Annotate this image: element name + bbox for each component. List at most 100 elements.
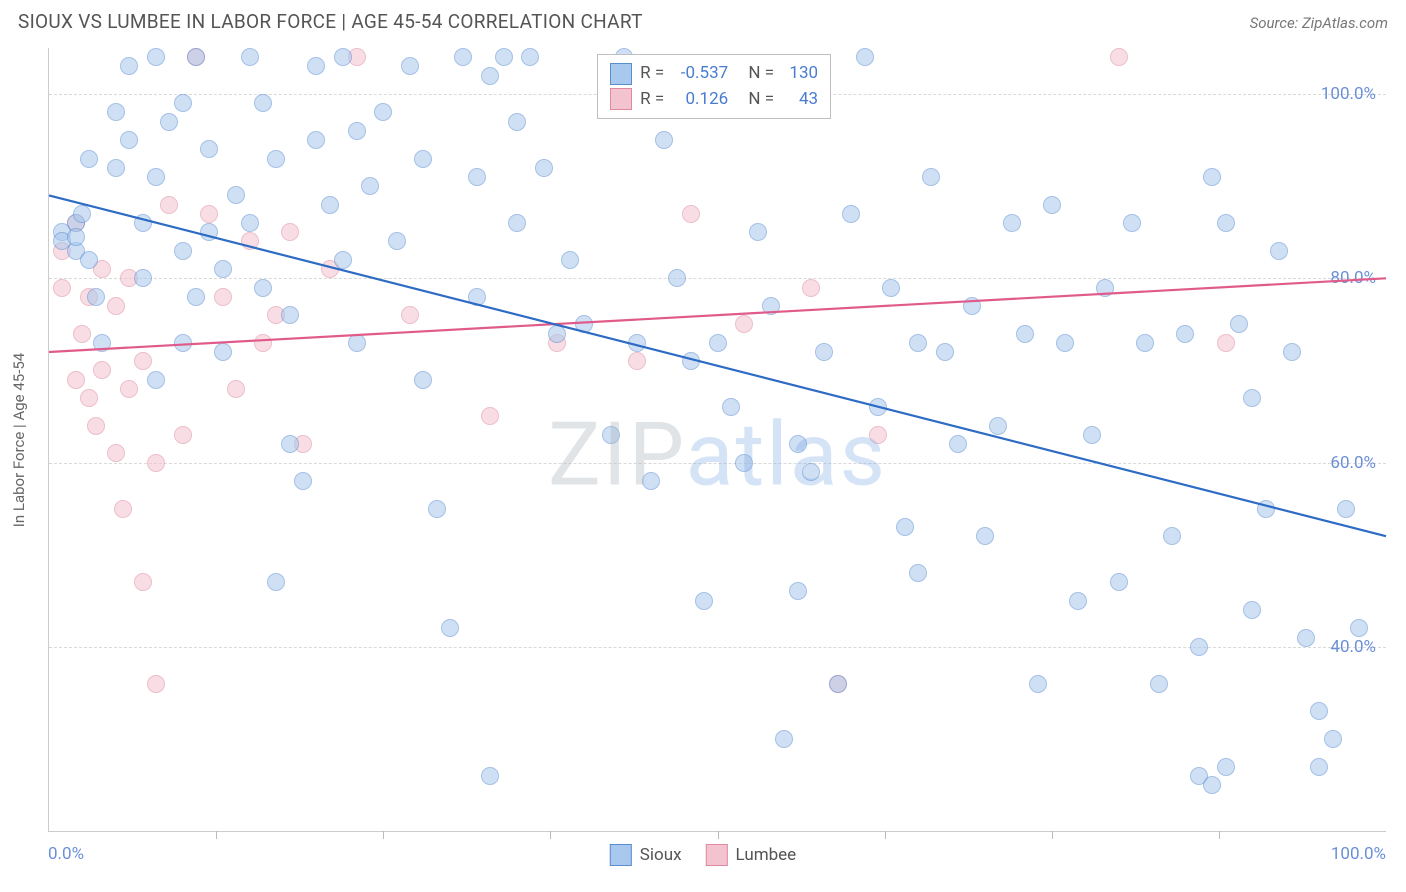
- data-point-sioux: [1043, 196, 1061, 214]
- n-value-lumbee: 43: [782, 87, 818, 113]
- data-point-sioux: [842, 205, 860, 223]
- data-point-sioux: [1056, 334, 1074, 352]
- data-point-lumbee: [628, 352, 646, 370]
- data-point-sioux: [815, 343, 833, 361]
- data-point-sioux: [1150, 675, 1168, 693]
- data-point-sioux: [695, 592, 713, 610]
- data-point-lumbee: [735, 315, 753, 333]
- x-axis-tick: [1219, 831, 1220, 839]
- data-point-sioux: [909, 334, 927, 352]
- data-point-lumbee: [214, 288, 232, 306]
- data-point-sioux: [1283, 343, 1301, 361]
- data-point-sioux: [334, 48, 352, 66]
- data-point-lumbee: [93, 361, 111, 379]
- data-point-sioux: [989, 417, 1007, 435]
- data-point-sioux: [628, 334, 646, 352]
- data-point-sioux: [1270, 242, 1288, 260]
- data-point-lumbee: [73, 325, 91, 343]
- data-point-lumbee: [869, 426, 887, 444]
- data-point-sioux: [976, 527, 994, 545]
- y-axis-tick-label: 100.0%: [1321, 84, 1376, 104]
- data-point-lumbee: [114, 500, 132, 518]
- data-point-sioux: [1324, 730, 1342, 748]
- gridline: [49, 463, 1386, 464]
- data-point-sioux: [93, 334, 111, 352]
- data-point-sioux: [1110, 573, 1128, 591]
- data-point-sioux: [147, 48, 165, 66]
- data-point-sioux: [1230, 315, 1248, 333]
- data-point-sioux: [281, 435, 299, 453]
- x-axis-tick: [216, 831, 217, 839]
- data-point-lumbee: [80, 389, 98, 407]
- legend-item-sioux: Sioux: [610, 844, 682, 866]
- data-point-sioux: [307, 131, 325, 149]
- data-point-sioux: [1217, 214, 1235, 232]
- data-point-lumbee: [67, 371, 85, 389]
- data-point-lumbee: [682, 205, 700, 223]
- gridline: [49, 278, 1386, 279]
- stats-row-lumbee: R = 0.126 N = 43: [610, 87, 818, 113]
- data-point-lumbee: [120, 380, 138, 398]
- data-point-sioux: [829, 675, 847, 693]
- data-point-sioux: [73, 205, 91, 223]
- data-point-sioux: [963, 297, 981, 315]
- data-point-sioux: [174, 94, 192, 112]
- data-point-sioux: [1350, 619, 1368, 637]
- data-point-lumbee: [107, 444, 125, 462]
- legend-item-lumbee: Lumbee: [706, 844, 797, 866]
- data-point-sioux: [762, 297, 780, 315]
- data-point-sioux: [307, 57, 325, 75]
- data-point-sioux: [1310, 702, 1328, 720]
- data-point-sioux: [428, 500, 446, 518]
- data-point-sioux: [922, 168, 940, 186]
- data-point-sioux: [1337, 500, 1355, 518]
- data-point-sioux: [147, 371, 165, 389]
- data-point-sioux: [414, 371, 432, 389]
- data-point-sioux: [481, 767, 499, 785]
- data-point-lumbee: [481, 407, 499, 425]
- data-point-sioux: [80, 251, 98, 269]
- data-point-sioux: [214, 343, 232, 361]
- data-point-sioux: [722, 398, 740, 416]
- data-point-sioux: [642, 472, 660, 490]
- y-axis-label: In Labor Force | Age 45-54: [10, 352, 28, 526]
- data-point-lumbee: [281, 223, 299, 241]
- data-point-lumbee: [802, 279, 820, 297]
- data-point-sioux: [214, 260, 232, 278]
- data-point-sioux: [174, 334, 192, 352]
- data-point-sioux: [936, 343, 954, 361]
- data-point-sioux: [147, 168, 165, 186]
- data-point-sioux: [1217, 758, 1235, 776]
- data-point-sioux: [1136, 334, 1154, 352]
- data-point-sioux: [134, 269, 152, 287]
- data-point-lumbee: [241, 232, 259, 250]
- data-point-sioux: [508, 113, 526, 131]
- data-point-sioux: [107, 159, 125, 177]
- data-point-sioux: [374, 103, 392, 121]
- data-point-sioux: [187, 48, 205, 66]
- data-point-sioux: [561, 251, 579, 269]
- data-point-lumbee: [160, 196, 178, 214]
- data-point-sioux: [789, 435, 807, 453]
- x-axis-tick: [885, 831, 886, 839]
- data-point-sioux: [441, 619, 459, 637]
- data-point-sioux: [1003, 214, 1021, 232]
- data-point-sioux: [87, 288, 105, 306]
- data-point-sioux: [735, 454, 753, 472]
- data-point-sioux: [1297, 629, 1315, 647]
- source-attribution: Source: ZipAtlas.com: [1250, 14, 1388, 32]
- x-axis-tick: [718, 831, 719, 839]
- data-point-sioux: [414, 150, 432, 168]
- data-point-sioux: [775, 730, 793, 748]
- data-point-sioux: [227, 186, 245, 204]
- data-point-sioux: [869, 398, 887, 416]
- data-point-sioux: [348, 122, 366, 140]
- x-axis-tick: [383, 831, 384, 839]
- data-point-sioux: [468, 288, 486, 306]
- r-value-sioux: -0.537: [672, 61, 728, 87]
- data-point-sioux: [120, 57, 138, 75]
- data-point-sioux: [294, 472, 312, 490]
- x-axis-max-label: 100.0%: [1331, 844, 1386, 864]
- data-point-lumbee: [107, 297, 125, 315]
- data-point-sioux: [174, 242, 192, 260]
